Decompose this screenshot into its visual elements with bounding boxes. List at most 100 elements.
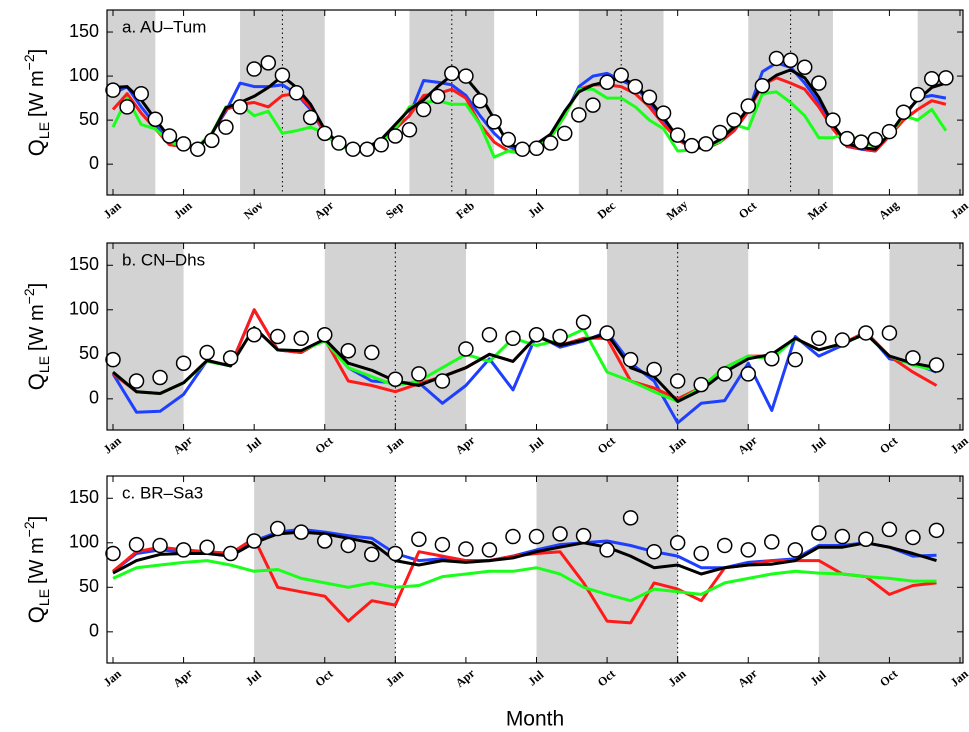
observation-marker bbox=[152, 537, 168, 554]
observation-marker bbox=[105, 545, 121, 562]
observation-marker bbox=[858, 325, 874, 341]
x-tick-label: Sep bbox=[383, 198, 407, 221]
observation-marker bbox=[825, 112, 841, 128]
x-tick-label: Jul bbox=[243, 434, 265, 455]
observation-marker bbox=[575, 527, 592, 544]
observation-marker bbox=[246, 533, 262, 549]
observation-marker bbox=[924, 70, 940, 87]
observation-marker bbox=[317, 533, 333, 549]
observation-marker bbox=[218, 119, 234, 135]
observation-marker bbox=[881, 123, 898, 140]
shaded-period bbox=[324, 243, 466, 430]
plot-frame bbox=[106, 475, 964, 664]
observation-marker bbox=[716, 366, 733, 382]
observation-marker bbox=[599, 542, 615, 558]
panel: 0 50 100 150 Jan Apr Jul Oct Jan Apr Jul Oct Jan Apr J… bbox=[21, 475, 969, 731]
observation-marker bbox=[684, 137, 700, 154]
y-label-close: ] bbox=[26, 283, 48, 289]
observation-marker bbox=[585, 97, 601, 113]
observation-marker bbox=[481, 542, 498, 558]
observation-marker bbox=[260, 55, 277, 71]
observation-marker bbox=[486, 114, 502, 130]
y-label-unit: [W m bbox=[26, 70, 48, 117]
observation-marker bbox=[613, 67, 629, 83]
x-tick-label: Jan bbox=[665, 433, 689, 456]
observation-marker bbox=[796, 59, 813, 76]
observation-marker bbox=[599, 74, 615, 90]
observation-marker bbox=[505, 528, 521, 545]
model-line bbox=[111, 308, 938, 425]
plot-frame bbox=[106, 9, 964, 196]
observation-marker bbox=[505, 330, 521, 347]
observation-marker bbox=[811, 330, 827, 347]
observation-marker bbox=[458, 68, 474, 84]
y-label-unit: [W m bbox=[26, 304, 48, 351]
observation-marker bbox=[716, 537, 733, 554]
observation-marker bbox=[669, 373, 686, 389]
observation-marker bbox=[434, 373, 451, 389]
shaded-period bbox=[536, 476, 678, 663]
x-tick-label: Oct bbox=[595, 434, 618, 457]
observation-marker bbox=[317, 125, 333, 142]
observation-marker bbox=[175, 136, 192, 152]
x-tick-label: Jul bbox=[525, 434, 547, 455]
observation-marker bbox=[500, 131, 517, 148]
x-tick-label: Jan bbox=[948, 666, 969, 689]
x-axis-label: Month bbox=[506, 708, 564, 731]
x-tick-label: Jan bbox=[665, 666, 689, 689]
observation-marker bbox=[834, 332, 851, 348]
observation-marker bbox=[712, 124, 728, 141]
observation-marker bbox=[401, 122, 418, 138]
x-tick-label: Jun bbox=[171, 198, 195, 221]
y-tick-label: 0 bbox=[89, 153, 99, 173]
observation-marker bbox=[222, 545, 239, 562]
x-tick-label: Jan bbox=[101, 433, 125, 456]
observation-marker bbox=[599, 325, 615, 341]
x-tick-label: Apr bbox=[170, 666, 195, 690]
observation-marker bbox=[411, 366, 427, 382]
observation-marker bbox=[726, 112, 742, 128]
x-tick-label: Oct bbox=[312, 667, 335, 690]
observation-marker bbox=[693, 545, 709, 562]
y-label-subscript: LE bbox=[36, 356, 52, 373]
observation-marker bbox=[481, 326, 498, 343]
panel: 0 50 100 150 Jan Apr Jul Oct Jan Apr Jul Oct Jan Apr J… bbox=[21, 242, 969, 457]
observation-marker bbox=[288, 85, 305, 101]
observation-marker bbox=[622, 510, 639, 526]
x-tick-label: Jul bbox=[525, 199, 547, 220]
x-tick-label: Feb bbox=[453, 198, 477, 221]
x-tick-label: Mar bbox=[805, 197, 832, 223]
observation-marker bbox=[811, 525, 827, 541]
observation-marker bbox=[655, 105, 672, 121]
observation-marker bbox=[269, 328, 286, 345]
x-tick-label: Jan bbox=[383, 666, 407, 689]
y-axis-label: QLE [W m−2] bbox=[21, 49, 52, 156]
observation-marker bbox=[331, 135, 347, 151]
x-tick-label: Dec bbox=[594, 198, 618, 222]
observation-marker bbox=[928, 357, 945, 373]
x-tick-label: Jan bbox=[948, 433, 969, 456]
x-tick-label: Apr bbox=[735, 666, 760, 690]
observation-marker bbox=[152, 369, 168, 386]
y-label-symbol: Q bbox=[24, 139, 49, 156]
y-tick-label: 150 bbox=[69, 21, 99, 41]
x-tick-label: Jul bbox=[807, 434, 829, 455]
y-tick-label: 50 bbox=[79, 109, 99, 129]
observation-marker bbox=[415, 101, 432, 118]
observation-marker bbox=[246, 326, 262, 343]
observation-marker bbox=[175, 355, 192, 371]
observation-marker bbox=[811, 75, 827, 91]
y-label-unit: [W m bbox=[26, 537, 48, 584]
y-label-symbol: Q bbox=[24, 373, 49, 390]
x-tick-label: Oct bbox=[595, 667, 618, 690]
y-label-superscript: −2 bbox=[21, 288, 37, 304]
observation-marker bbox=[105, 82, 121, 98]
observation-marker bbox=[905, 350, 921, 366]
observation-marker bbox=[552, 328, 568, 345]
shaded-period bbox=[889, 243, 963, 430]
observation-marker bbox=[938, 70, 954, 86]
observation-marker bbox=[364, 344, 380, 361]
observation-marker bbox=[622, 351, 639, 368]
x-tick-label: Jul bbox=[807, 667, 829, 688]
x-tick-label: Jan bbox=[948, 198, 969, 221]
